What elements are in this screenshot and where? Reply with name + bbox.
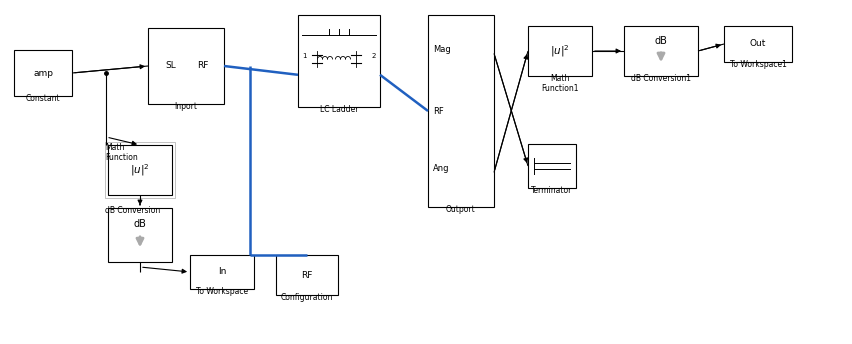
- Text: Math
Function: Math Function: [105, 143, 138, 162]
- Bar: [724, 26, 792, 62]
- Text: $|u|^2$: $|u|^2$: [550, 43, 570, 59]
- Bar: [528, 26, 592, 76]
- Text: RF: RF: [433, 107, 444, 116]
- Text: dB Conversion: dB Conversion: [105, 206, 160, 215]
- Text: Configuration: Configuration: [281, 293, 333, 302]
- Text: dB: dB: [654, 36, 667, 46]
- Text: Inport: Inport: [175, 102, 198, 111]
- Text: In: In: [218, 268, 226, 277]
- Text: Out: Out: [750, 40, 766, 49]
- Text: dB: dB: [134, 219, 147, 229]
- Text: amp: amp: [33, 68, 53, 77]
- Text: To Workspace1: To Workspace1: [729, 60, 786, 69]
- Text: Mag: Mag: [433, 45, 451, 54]
- Text: $|u|^2$: $|u|^2$: [130, 162, 150, 178]
- Bar: [108, 208, 172, 262]
- Text: RF: RF: [197, 62, 209, 71]
- Bar: [105, 142, 175, 198]
- Bar: [276, 255, 338, 295]
- Text: To Workspace: To Workspace: [196, 287, 248, 296]
- Bar: [14, 50, 72, 96]
- Text: dB Conversion1: dB Conversion1: [631, 74, 691, 83]
- Bar: [428, 15, 494, 207]
- Text: Terminator: Terminator: [532, 186, 573, 195]
- Bar: [190, 255, 254, 289]
- Text: 1: 1: [302, 53, 307, 60]
- Bar: [528, 144, 576, 188]
- Text: Outport: Outport: [446, 205, 476, 214]
- Bar: [624, 26, 698, 76]
- Bar: [148, 28, 224, 104]
- Text: 2: 2: [371, 53, 376, 60]
- Bar: [108, 145, 172, 195]
- Text: Ang: Ang: [433, 164, 450, 173]
- Text: RF: RF: [302, 270, 313, 279]
- Text: SL: SL: [165, 62, 176, 71]
- Text: LC Ladder: LC Ladder: [320, 105, 358, 114]
- Text: Constant: Constant: [26, 94, 60, 103]
- Bar: [298, 15, 380, 107]
- Text: Math
Function1: Math Function1: [541, 74, 579, 94]
